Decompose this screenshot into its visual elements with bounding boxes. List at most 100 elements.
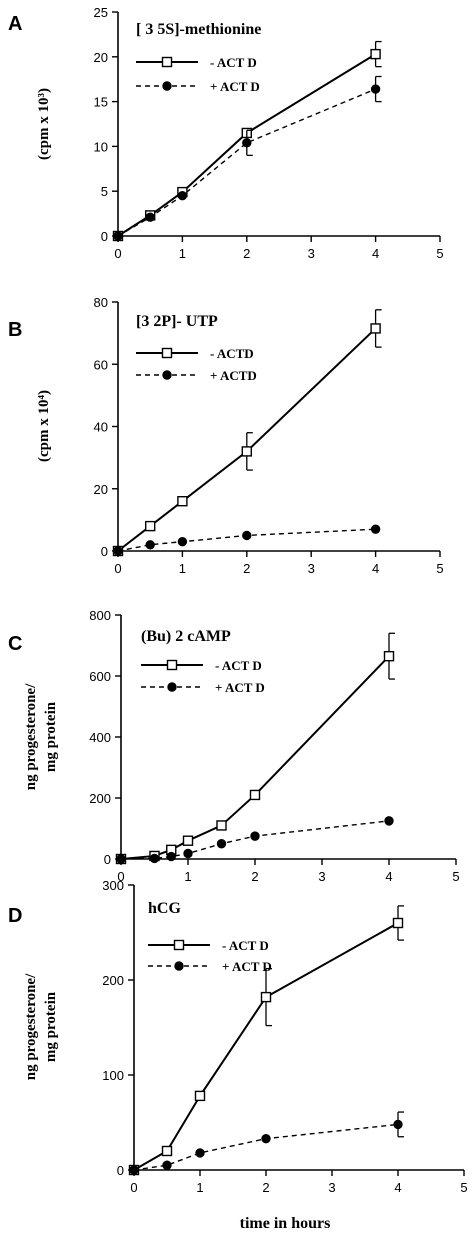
y-tick-label: 10 xyxy=(94,139,108,154)
x-tick-label: 3 xyxy=(318,869,325,884)
x-tick-label: 5 xyxy=(460,1180,467,1195)
data-point-circle xyxy=(145,212,155,222)
x-tick-label: 3 xyxy=(308,561,315,576)
y-tick-label: 0 xyxy=(117,1163,124,1178)
data-point-circle xyxy=(166,851,176,862)
data-point-square xyxy=(144,520,156,532)
data-point-circle xyxy=(149,853,160,864)
legend-label: - ACTD xyxy=(210,346,254,361)
y-tick-label: 200 xyxy=(102,973,124,988)
legend-label: + ACTD xyxy=(210,368,257,383)
x-tick-label: 1 xyxy=(179,246,186,261)
y-tick-label: 25 xyxy=(94,5,108,20)
x-tick-label: 0 xyxy=(114,246,121,261)
y-tick-label: 600 xyxy=(89,669,111,684)
y-axis-label-line-2: mg protein xyxy=(43,701,59,772)
y-axis-label-line-1: ng progesterone/ xyxy=(23,973,39,1080)
data-point-circle xyxy=(195,1148,205,1158)
x-tick-label: 0 xyxy=(114,561,121,576)
data-point-circle xyxy=(216,839,227,849)
y-axis-label: (cpm x 10⁴) xyxy=(36,390,52,462)
legend-label: - ACT D xyxy=(210,55,257,70)
legend-marker-circle xyxy=(174,961,184,971)
data-point-square xyxy=(241,446,253,457)
data-point-circle xyxy=(261,1133,271,1144)
chart-panel-d: D 0 100 200 300 0 1 2 3 4 5 ng progesterone/mg prot… xyxy=(8,878,468,1195)
x-tick-label: 1 xyxy=(179,561,186,576)
x-tick-label: 5 xyxy=(436,561,443,576)
legend-label: + ACT D xyxy=(210,79,260,94)
x-tick-label: 5 xyxy=(452,869,459,884)
data-point-circle xyxy=(384,816,394,826)
legend-marker-square xyxy=(161,347,173,359)
data-point-circle xyxy=(250,831,260,841)
y-tick-label: 40 xyxy=(94,420,108,435)
legend-marker-circle xyxy=(162,370,172,380)
legend-label: - ACT D xyxy=(215,658,262,673)
y-axis-label: (cpm x 10³) xyxy=(36,88,52,160)
x-axis-label: time in hours xyxy=(240,1215,331,1232)
data-point-square xyxy=(161,1145,173,1157)
data-point-circle xyxy=(183,848,193,859)
legend-marker-circle xyxy=(162,81,172,91)
panel-letter: D xyxy=(8,905,22,927)
legend-label: + ACT D xyxy=(222,959,272,974)
x-tick-label: 4 xyxy=(372,246,379,261)
data-point-square xyxy=(383,650,395,662)
x-tick-label: 3 xyxy=(328,1180,335,1195)
y-tick-label: 0 xyxy=(104,852,111,867)
y-axis-label-line-1: ng progesterone/ xyxy=(23,683,39,790)
series-line xyxy=(133,1123,399,1171)
data-point-circle xyxy=(242,138,252,148)
y-tick-label: 20 xyxy=(94,50,108,65)
x-tick-label: 2 xyxy=(243,246,250,261)
y-tick-label: 200 xyxy=(89,791,111,806)
data-point-circle xyxy=(370,84,381,94)
legend-marker-circle xyxy=(167,682,177,692)
data-point-circle xyxy=(129,1165,139,1175)
series-line xyxy=(117,88,376,237)
legend-marker-square xyxy=(173,939,185,951)
data-point-square xyxy=(216,820,227,831)
chart-title: [ 3 5S]-methionine xyxy=(136,21,261,38)
y-tick-label: 800 xyxy=(89,608,111,623)
y-tick-label: 100 xyxy=(102,1068,124,1083)
x-tick-label: 2 xyxy=(262,1180,269,1195)
legend-label: - ACT D xyxy=(222,938,269,953)
x-tick-label: 3 xyxy=(308,246,315,261)
data-point-circle xyxy=(113,231,123,241)
data-point-circle xyxy=(113,546,123,556)
x-tick-label: 1 xyxy=(184,869,191,884)
data-point-square xyxy=(194,1090,206,1102)
data-point-circle xyxy=(145,540,155,550)
data-point-square xyxy=(177,496,188,507)
x-tick-label: 2 xyxy=(251,869,258,884)
y-tick-label: 80 xyxy=(94,295,108,310)
data-point-square xyxy=(392,917,404,929)
y-tick-label: 0 xyxy=(101,544,108,559)
y-axis-label: ng progesterone/mg protein xyxy=(23,973,59,1080)
data-point-square xyxy=(249,789,261,801)
y-axis-label-line-2: mg protein xyxy=(43,991,59,1062)
chart-panel-c: C 0 200 400 600 800 0 1 2 3 4 5 ng progesterone/mg p… xyxy=(8,608,460,884)
data-point-circle xyxy=(177,536,188,547)
x-tick-label: 0 xyxy=(130,1180,137,1195)
y-tick-label: 15 xyxy=(94,95,108,110)
x-tick-label: 4 xyxy=(372,561,379,576)
y-tick-label: 60 xyxy=(94,357,108,372)
x-tick-label: 2 xyxy=(243,561,250,576)
data-point-circle xyxy=(162,1160,172,1170)
x-tick-label: 5 xyxy=(436,246,443,261)
chart-panel-b: B 0 20 40 60 80 0 1 2 3 4 5 (cpm x 10⁴) [3 2P]- UTP - … xyxy=(8,295,444,576)
chart-title: (Bu) 2 cAMP xyxy=(141,628,231,645)
legend-marker-square xyxy=(166,659,178,671)
x-tick-label: 0 xyxy=(117,869,124,884)
chart-title: hCG xyxy=(148,900,181,917)
data-point-circle xyxy=(177,190,188,201)
x-tick-label: 4 xyxy=(385,869,392,884)
x-tick-label: 4 xyxy=(394,1180,401,1195)
y-axis-label: ng progesterone/mg protein xyxy=(23,683,59,790)
data-point-square xyxy=(182,835,194,846)
legend-label: + ACT D xyxy=(215,680,265,695)
